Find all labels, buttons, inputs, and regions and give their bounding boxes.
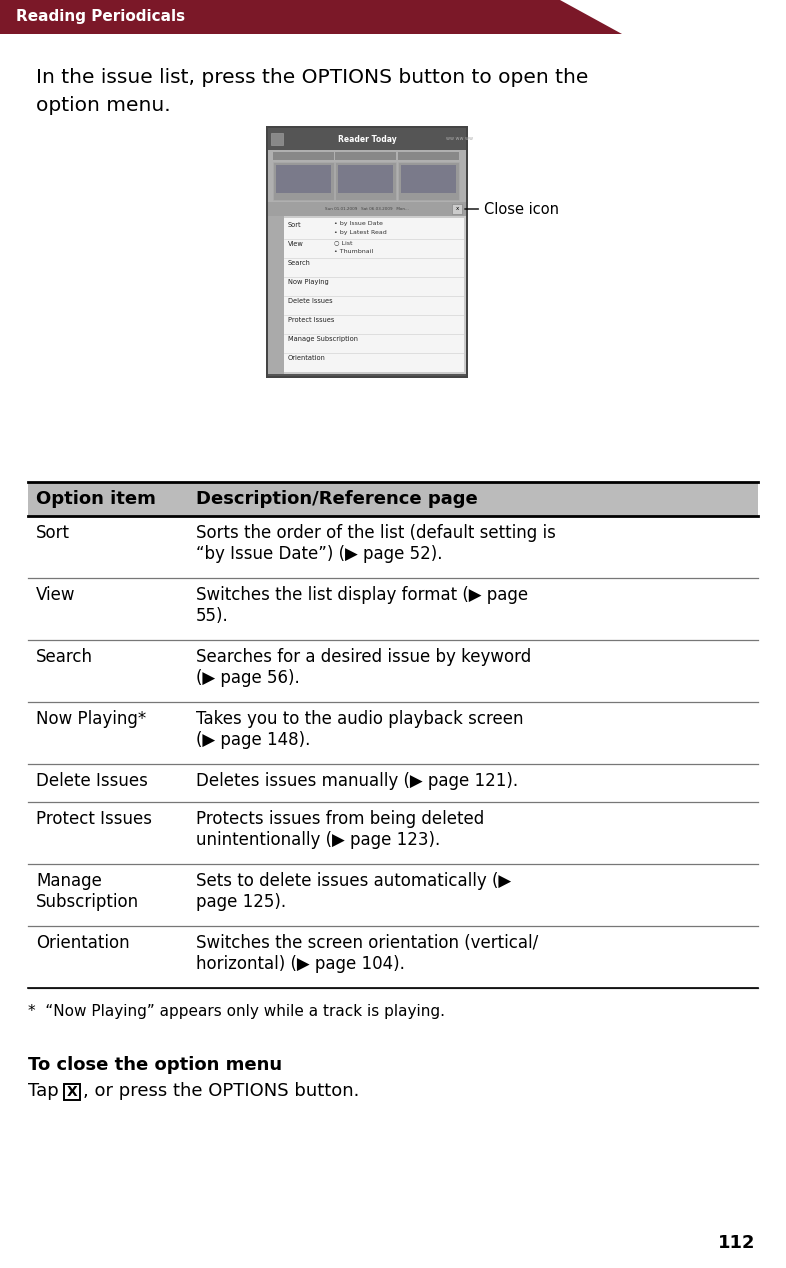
Text: 112: 112 xyxy=(718,1234,755,1252)
Bar xyxy=(268,150,466,218)
Text: • by Latest Read: • by Latest Read xyxy=(334,230,387,235)
Text: Search: Search xyxy=(36,648,93,666)
Text: Search: Search xyxy=(288,260,311,266)
Bar xyxy=(276,165,331,193)
Text: Reading Periodicals: Reading Periodicals xyxy=(16,9,185,24)
Text: Deletes issues manually (▶ page 121).: Deletes issues manually (▶ page 121). xyxy=(196,772,518,790)
Text: Sets to delete issues automatically (▶
page 125).: Sets to delete issues automatically (▶ p… xyxy=(196,872,511,910)
Text: In the issue list, press the OPTIONS button to open the: In the issue list, press the OPTIONS but… xyxy=(36,68,589,87)
Text: To close the option menu: To close the option menu xyxy=(28,1056,282,1074)
Bar xyxy=(335,162,396,200)
Bar xyxy=(398,162,459,200)
Text: • Thumbnail: • Thumbnail xyxy=(334,249,373,254)
Text: Switches the list display format (▶ page
55).: Switches the list display format (▶ page… xyxy=(196,586,528,625)
Text: Sun 01.01.2009   Sat 06.03.2009   Mon...: Sun 01.01.2009 Sat 06.03.2009 Mon... xyxy=(325,207,409,210)
Bar xyxy=(335,152,396,160)
Text: Manage
Subscription: Manage Subscription xyxy=(36,872,139,910)
Bar xyxy=(268,366,466,377)
Bar xyxy=(273,162,334,200)
Text: ○ List: ○ List xyxy=(334,240,352,245)
Bar xyxy=(28,482,758,516)
Bar xyxy=(268,128,466,377)
Bar xyxy=(452,204,462,214)
Text: Delete Issues: Delete Issues xyxy=(288,298,332,304)
Text: *  “Now Playing” appears only while a track is playing.: * “Now Playing” appears only while a tra… xyxy=(28,1004,445,1019)
Text: • by Issue Date: • by Issue Date xyxy=(334,221,383,226)
Text: View: View xyxy=(36,586,75,604)
Bar xyxy=(282,216,466,374)
Text: Now Playing: Now Playing xyxy=(288,279,329,285)
Bar xyxy=(398,152,459,160)
Text: Tap: Tap xyxy=(28,1082,64,1101)
Text: Protect Issues: Protect Issues xyxy=(288,317,334,323)
Text: Close icon: Close icon xyxy=(465,202,559,217)
Text: Sort: Sort xyxy=(288,222,302,228)
Text: Switches the screen orientation (vertical/
horizontal) (▶ page 104).: Switches the screen orientation (vertica… xyxy=(196,935,538,973)
Text: Protect Issues: Protect Issues xyxy=(36,810,152,828)
Bar xyxy=(284,218,464,372)
Text: Sort: Sort xyxy=(36,524,70,541)
Text: Orientation: Orientation xyxy=(288,355,326,361)
Text: Takes you to the audio playback screen
(▶ page 148).: Takes you to the audio playback screen (… xyxy=(196,710,523,749)
Bar xyxy=(338,165,393,193)
Text: Reader Today: Reader Today xyxy=(338,134,396,143)
Bar xyxy=(268,128,466,150)
Bar xyxy=(271,133,283,145)
Bar xyxy=(273,152,334,160)
Text: Sorts the order of the list (default setting is
“by Issue Date”) (▶ page 52).: Sorts the order of the list (default set… xyxy=(196,524,556,563)
Bar xyxy=(268,216,284,374)
Text: Option item: Option item xyxy=(36,489,156,508)
Bar xyxy=(268,202,466,216)
Bar xyxy=(64,1084,80,1101)
Text: X: X xyxy=(67,1085,77,1099)
Text: Delete Issues: Delete Issues xyxy=(36,772,148,790)
Text: Orientation: Orientation xyxy=(36,935,130,952)
Text: Searches for a desired issue by keyword
(▶ page 56).: Searches for a desired issue by keyword … xyxy=(196,648,531,687)
Text: option menu.: option menu. xyxy=(36,96,171,115)
Text: Manage Subscription: Manage Subscription xyxy=(288,336,358,342)
Text: , or press the OPTIONS button.: , or press the OPTIONS button. xyxy=(83,1082,359,1101)
Polygon shape xyxy=(0,0,622,34)
Text: Description/Reference page: Description/Reference page xyxy=(196,489,478,508)
Bar xyxy=(266,126,468,378)
Text: x: x xyxy=(455,207,458,212)
Text: Protects issues from being deleted
unintentionally (▶ page 123).: Protects issues from being deleted unint… xyxy=(196,810,484,848)
Bar xyxy=(401,165,456,193)
Text: Now Playing*: Now Playing* xyxy=(36,710,146,728)
Text: ww ww ww: ww ww ww xyxy=(446,137,473,142)
Text: View: View xyxy=(288,241,303,247)
